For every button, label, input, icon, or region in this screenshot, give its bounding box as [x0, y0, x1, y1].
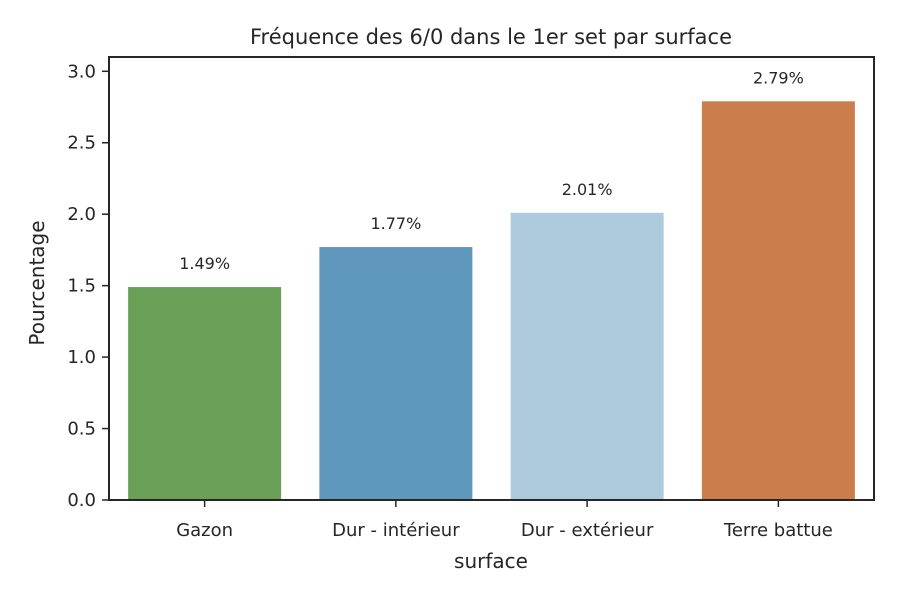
y-axis-label: Pourcentage	[25, 220, 49, 345]
x-axis: Gazon Dur - intérieur Dur - extérieur Terre…	[176, 500, 833, 541]
x-tick-label: Gazon	[176, 520, 233, 541]
x-axis-label: surface	[454, 549, 528, 573]
data-label: 1.77%	[370, 214, 421, 233]
bar	[128, 287, 282, 500]
y-tick-label: 2.5	[67, 133, 96, 154]
chart-title: Fréquence des 6/0 dans le 1er set par su…	[250, 25, 732, 49]
y-tick-label: 3.0	[67, 61, 96, 82]
data-label: 1.49%	[179, 254, 230, 273]
data-label: 2.01%	[562, 180, 613, 199]
y-tick-label: 0.5	[67, 419, 96, 440]
x-tick-label: Dur - extérieur	[521, 520, 654, 541]
x-tick-label: Terre battue	[723, 520, 833, 541]
data-labels-group: 1.49% 1.77% 2.01% 2.79%	[179, 68, 804, 273]
data-label: 2.79%	[753, 68, 804, 87]
y-axis: 0.0 0.5 1.0 1.5 2.0 2.5 3.0	[67, 61, 109, 511]
bar	[319, 247, 473, 500]
x-tick-label: Dur - intérieur	[332, 520, 460, 541]
y-tick-label: 2.0	[67, 204, 96, 225]
plot-frame	[108, 56, 875, 501]
y-tick-label: 1.0	[67, 347, 96, 368]
bars-group	[128, 101, 855, 501]
y-tick-label: 1.5	[67, 276, 96, 297]
y-tick-label: 0.0	[67, 490, 96, 511]
bar	[510, 212, 664, 500]
bar	[701, 101, 855, 501]
